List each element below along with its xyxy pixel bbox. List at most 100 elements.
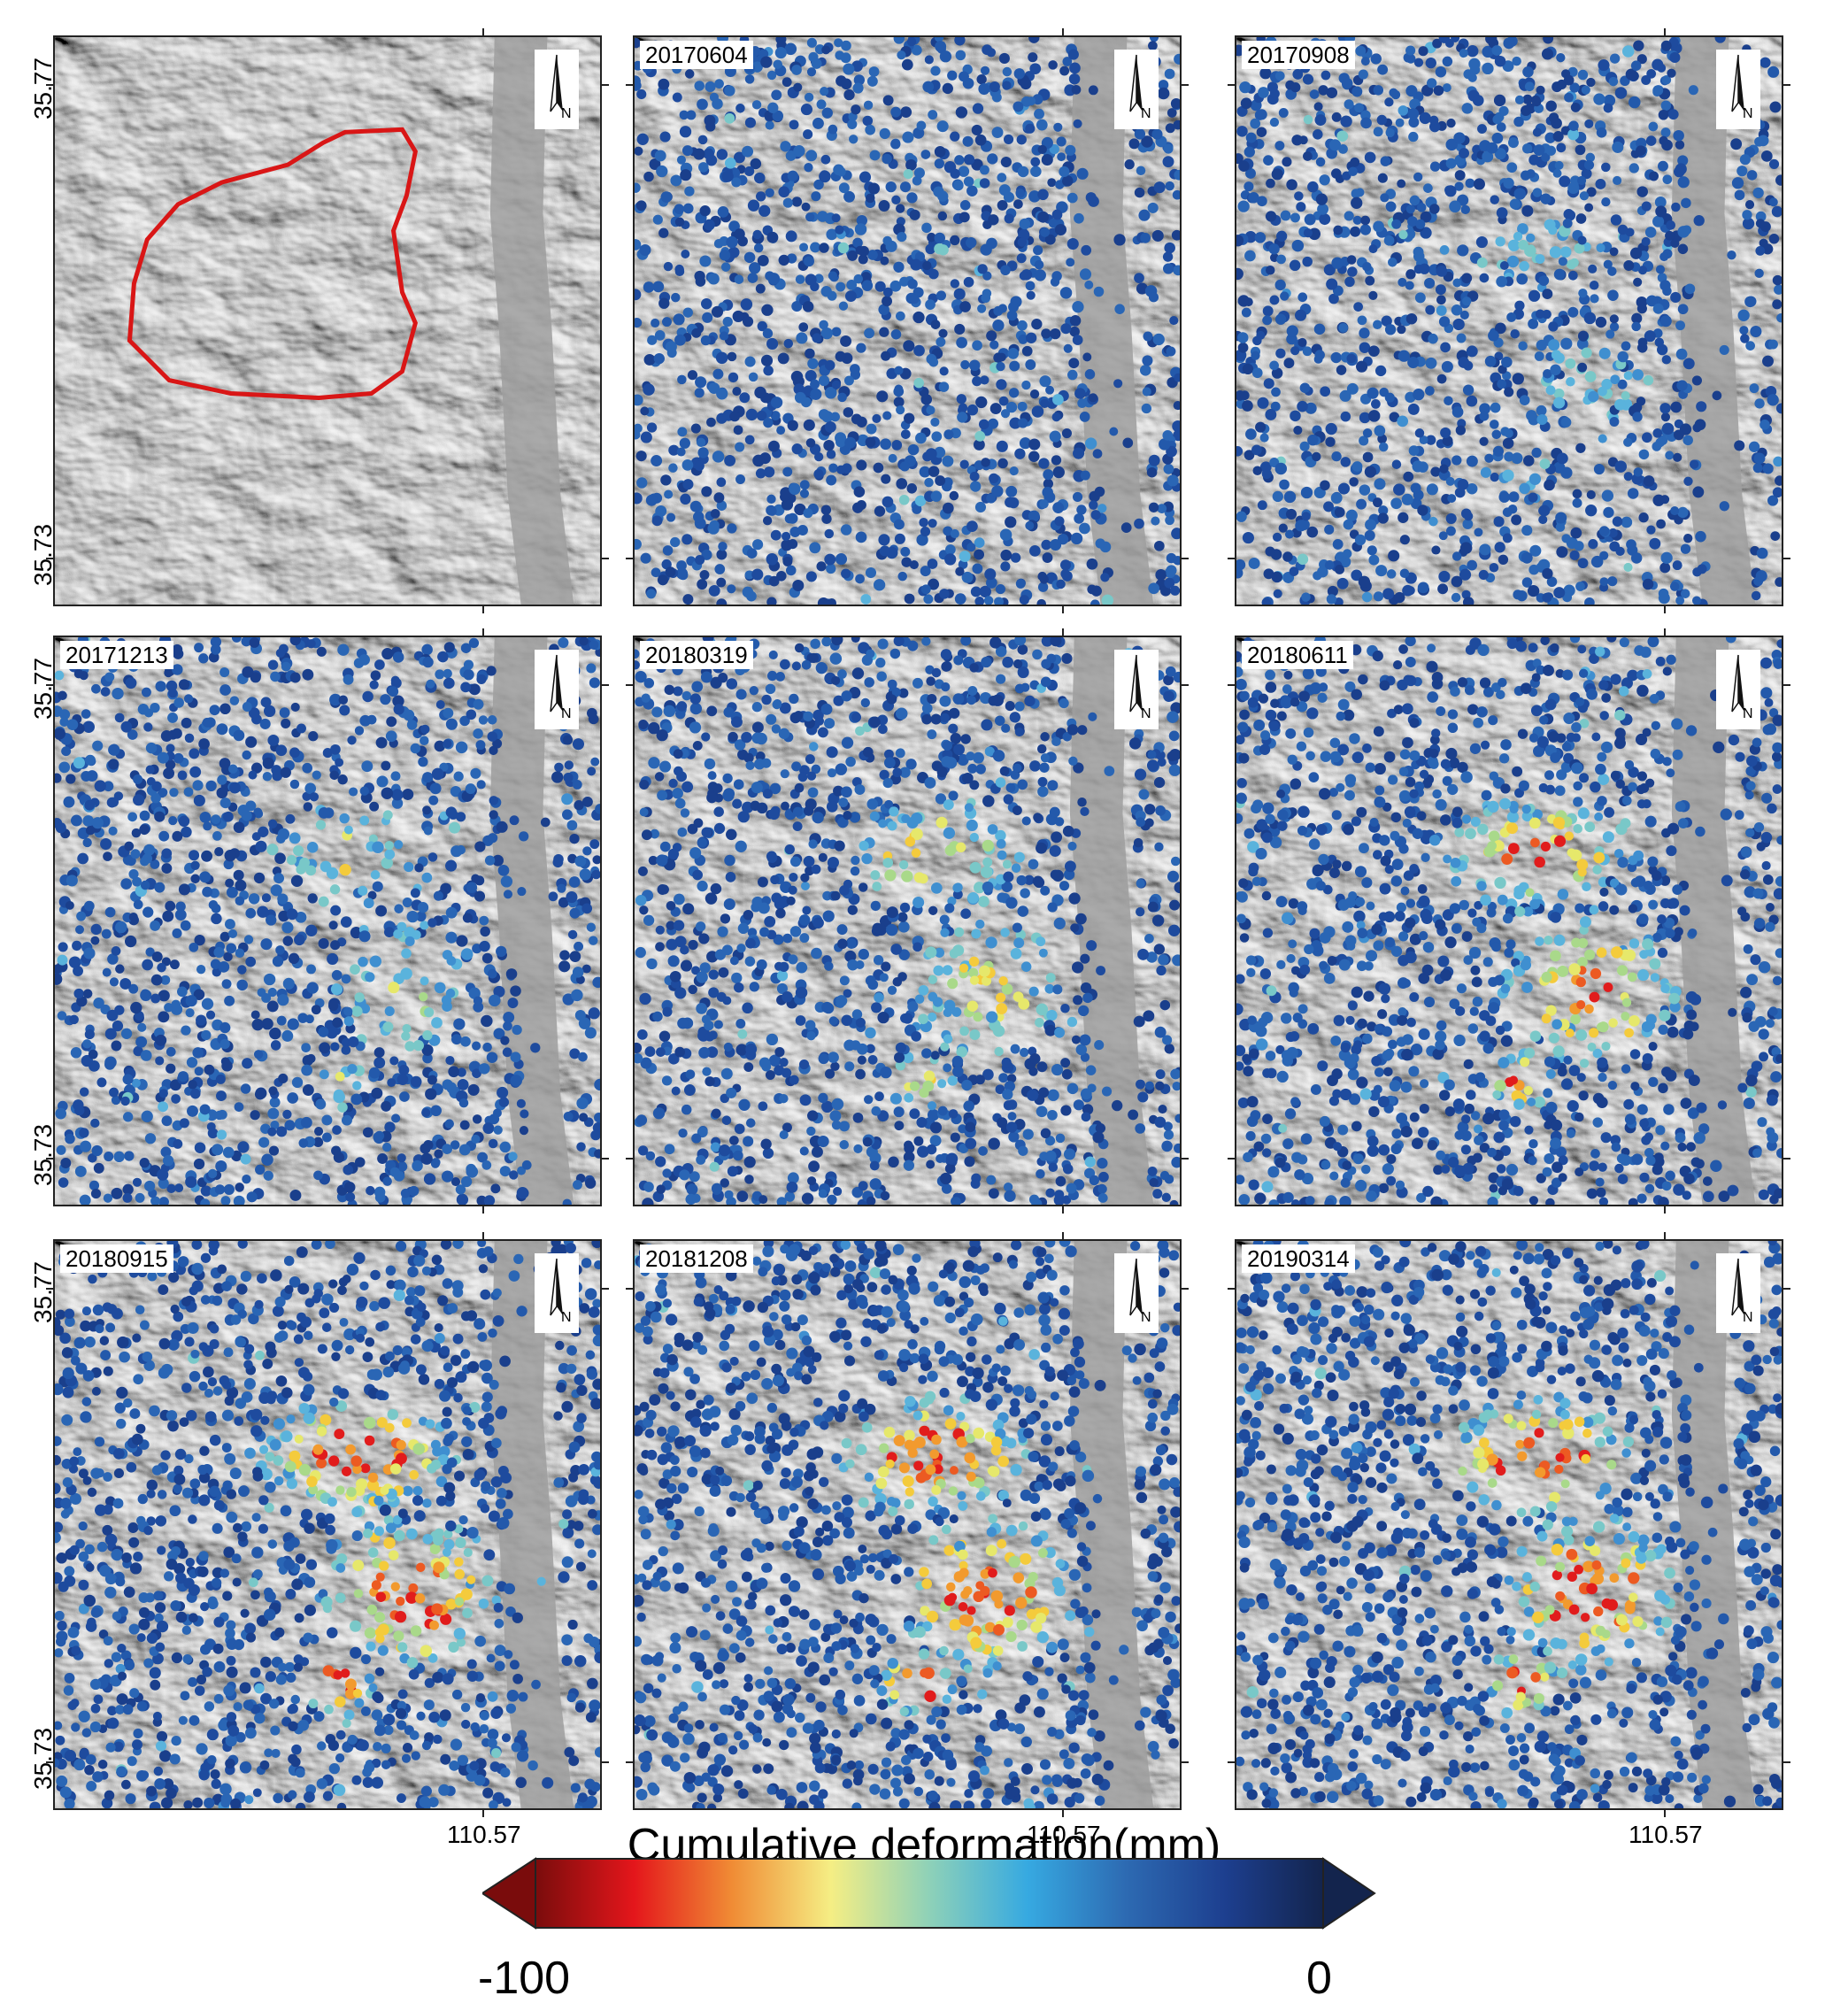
ps-point bbox=[674, 334, 686, 346]
deformation-panel-20170908: 20170908 N bbox=[1235, 35, 1783, 606]
ps-point bbox=[1005, 497, 1016, 508]
ps-point bbox=[782, 197, 793, 208]
ps-point bbox=[934, 446, 946, 458]
ps-point bbox=[1649, 171, 1659, 181]
ps-point bbox=[127, 729, 138, 740]
ps-point bbox=[805, 274, 817, 286]
ps-point bbox=[1617, 224, 1629, 235]
ps-point bbox=[1050, 538, 1062, 551]
ps-point bbox=[1074, 513, 1085, 524]
ps-point bbox=[1655, 265, 1666, 274]
ps-point bbox=[1492, 445, 1505, 457]
ps-point bbox=[1313, 102, 1323, 112]
ps-point bbox=[950, 168, 960, 179]
ps-point bbox=[1418, 46, 1428, 57]
ps-point bbox=[215, 1074, 226, 1084]
ps-point bbox=[571, 989, 583, 1002]
ps-point bbox=[882, 287, 893, 297]
ps-point bbox=[1263, 568, 1274, 580]
ps-point bbox=[1677, 155, 1689, 166]
ps-point bbox=[553, 853, 564, 865]
ps-point bbox=[373, 1057, 386, 1069]
ps-point bbox=[481, 1160, 492, 1170]
ps-point bbox=[645, 494, 658, 506]
ps-point bbox=[1658, 160, 1668, 172]
ps-point bbox=[270, 671, 281, 682]
ps-point bbox=[1014, 701, 1025, 712]
ps-point bbox=[789, 119, 799, 130]
ps-point bbox=[169, 959, 180, 970]
ps-point bbox=[1451, 551, 1462, 561]
ps-point bbox=[431, 1017, 443, 1029]
ps-point bbox=[1752, 187, 1764, 199]
ps-point bbox=[635, 492, 643, 505]
ps-point bbox=[1077, 398, 1087, 408]
ps-point bbox=[920, 584, 931, 595]
ps-point bbox=[1351, 461, 1363, 472]
ps-point bbox=[419, 991, 428, 1002]
ps-point bbox=[696, 1003, 707, 1014]
ps-point bbox=[969, 471, 980, 482]
ps-point bbox=[706, 705, 718, 717]
ps-point bbox=[1352, 215, 1362, 225]
ps-point bbox=[707, 771, 717, 781]
ps-point bbox=[931, 431, 943, 443]
ps-point bbox=[1159, 438, 1171, 451]
ps-point bbox=[330, 905, 342, 916]
ps-point bbox=[897, 50, 906, 60]
ps-point bbox=[1257, 500, 1267, 511]
ps-point bbox=[1245, 428, 1257, 440]
ps-point bbox=[1548, 321, 1559, 332]
ps-point bbox=[273, 873, 285, 884]
ps-point bbox=[1389, 412, 1400, 422]
ps-point bbox=[343, 1016, 354, 1027]
ps-point bbox=[1631, 321, 1641, 332]
ps-point bbox=[1172, 420, 1180, 433]
ps-point bbox=[1317, 203, 1329, 215]
ps-point bbox=[1328, 293, 1339, 304]
ps-point bbox=[1348, 166, 1358, 177]
ps-point bbox=[1412, 460, 1424, 473]
ps-point bbox=[1498, 105, 1509, 117]
ps-point bbox=[751, 702, 763, 713]
ps-point bbox=[362, 1127, 373, 1138]
ps-point bbox=[1062, 57, 1073, 66]
ps-point bbox=[1307, 181, 1319, 193]
ps-point bbox=[926, 405, 936, 415]
ps-point bbox=[158, 990, 170, 1002]
ps-point bbox=[267, 819, 278, 828]
ps-point bbox=[568, 876, 581, 888]
ps-point bbox=[996, 440, 1008, 452]
ps-point bbox=[882, 235, 892, 246]
ps-point bbox=[139, 824, 150, 836]
ps-point bbox=[1344, 276, 1355, 288]
ps-point bbox=[335, 1071, 345, 1082]
ps-point bbox=[766, 713, 777, 725]
ps-point bbox=[912, 896, 925, 909]
ps-point bbox=[635, 538, 642, 550]
ps-point bbox=[1163, 463, 1174, 474]
ps-point bbox=[1134, 128, 1146, 140]
ps-point bbox=[1562, 218, 1573, 228]
ps-point bbox=[1513, 589, 1523, 600]
ps-point bbox=[997, 850, 1007, 860]
ps-point bbox=[205, 1010, 216, 1020]
ps-point bbox=[1458, 357, 1470, 368]
ps-point bbox=[73, 757, 85, 769]
ps-point bbox=[109, 1087, 119, 1098]
ps-point bbox=[133, 1045, 143, 1057]
ps-point bbox=[721, 170, 734, 182]
ps-point bbox=[841, 568, 851, 579]
ps-point bbox=[450, 1034, 462, 1045]
ps-point bbox=[729, 411, 741, 422]
ps-point bbox=[518, 831, 529, 842]
ps-point bbox=[1028, 859, 1039, 870]
ps-point bbox=[720, 913, 731, 924]
ps-point bbox=[1677, 506, 1689, 519]
ps-point bbox=[740, 298, 753, 311]
ps-point bbox=[718, 967, 729, 978]
ps-point bbox=[301, 1043, 312, 1052]
ps-point bbox=[744, 117, 757, 128]
ps-point bbox=[1312, 451, 1321, 462]
ps-point bbox=[203, 821, 212, 831]
